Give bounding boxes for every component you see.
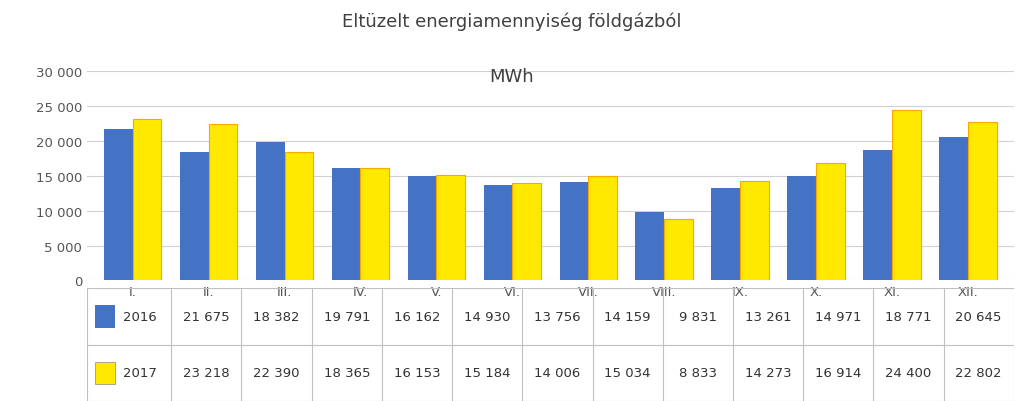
- FancyBboxPatch shape: [95, 362, 116, 384]
- Bar: [968, 122, 997, 281]
- Bar: [512, 183, 542, 281]
- Bar: [636, 213, 665, 281]
- Text: 22 390: 22 390: [253, 367, 300, 379]
- Text: 16 153: 16 153: [393, 367, 440, 379]
- Text: 14 159: 14 159: [604, 310, 651, 323]
- Bar: [863, 150, 892, 281]
- Bar: [712, 188, 740, 281]
- Text: 19 791: 19 791: [324, 310, 370, 323]
- Text: 15 184: 15 184: [464, 367, 511, 379]
- Text: 16 914: 16 914: [815, 367, 861, 379]
- Bar: [559, 182, 589, 281]
- Text: 13 756: 13 756: [535, 310, 581, 323]
- Text: MWh: MWh: [489, 68, 535, 86]
- Bar: [360, 168, 389, 281]
- Text: 24 400: 24 400: [886, 367, 932, 379]
- FancyBboxPatch shape: [95, 306, 116, 328]
- Bar: [256, 143, 285, 281]
- Text: 20 645: 20 645: [955, 310, 1001, 323]
- Bar: [408, 177, 436, 281]
- Text: 18 771: 18 771: [885, 310, 932, 323]
- Bar: [740, 182, 769, 281]
- Text: 14 930: 14 930: [464, 310, 510, 323]
- Bar: [180, 153, 209, 281]
- Text: 9 831: 9 831: [679, 310, 717, 323]
- Bar: [436, 175, 465, 281]
- Bar: [589, 176, 617, 281]
- Text: 8 833: 8 833: [679, 367, 717, 379]
- Text: 22 802: 22 802: [955, 367, 1001, 379]
- Bar: [939, 137, 968, 281]
- Text: 18 382: 18 382: [253, 310, 300, 323]
- Bar: [787, 177, 816, 281]
- Bar: [209, 125, 238, 281]
- Bar: [103, 130, 133, 281]
- Text: 15 034: 15 034: [604, 367, 651, 379]
- Bar: [133, 119, 162, 281]
- Text: 21 675: 21 675: [183, 310, 229, 323]
- Bar: [816, 163, 845, 281]
- Text: 23 218: 23 218: [183, 367, 229, 379]
- Text: 14 273: 14 273: [744, 367, 792, 379]
- Bar: [483, 185, 512, 281]
- Text: Eltüzelt energiamennyiség földgázból: Eltüzelt energiamennyiség földgázból: [342, 12, 682, 30]
- Text: 14 971: 14 971: [815, 310, 861, 323]
- Bar: [665, 219, 693, 281]
- Text: 2017: 2017: [123, 367, 157, 379]
- Text: 18 365: 18 365: [324, 367, 370, 379]
- Text: 16 162: 16 162: [394, 310, 440, 323]
- Text: 2016: 2016: [123, 310, 157, 323]
- Bar: [285, 153, 313, 281]
- Text: 14 006: 14 006: [535, 367, 581, 379]
- Text: 13 261: 13 261: [744, 310, 792, 323]
- Bar: [332, 168, 360, 281]
- Bar: [892, 111, 922, 281]
